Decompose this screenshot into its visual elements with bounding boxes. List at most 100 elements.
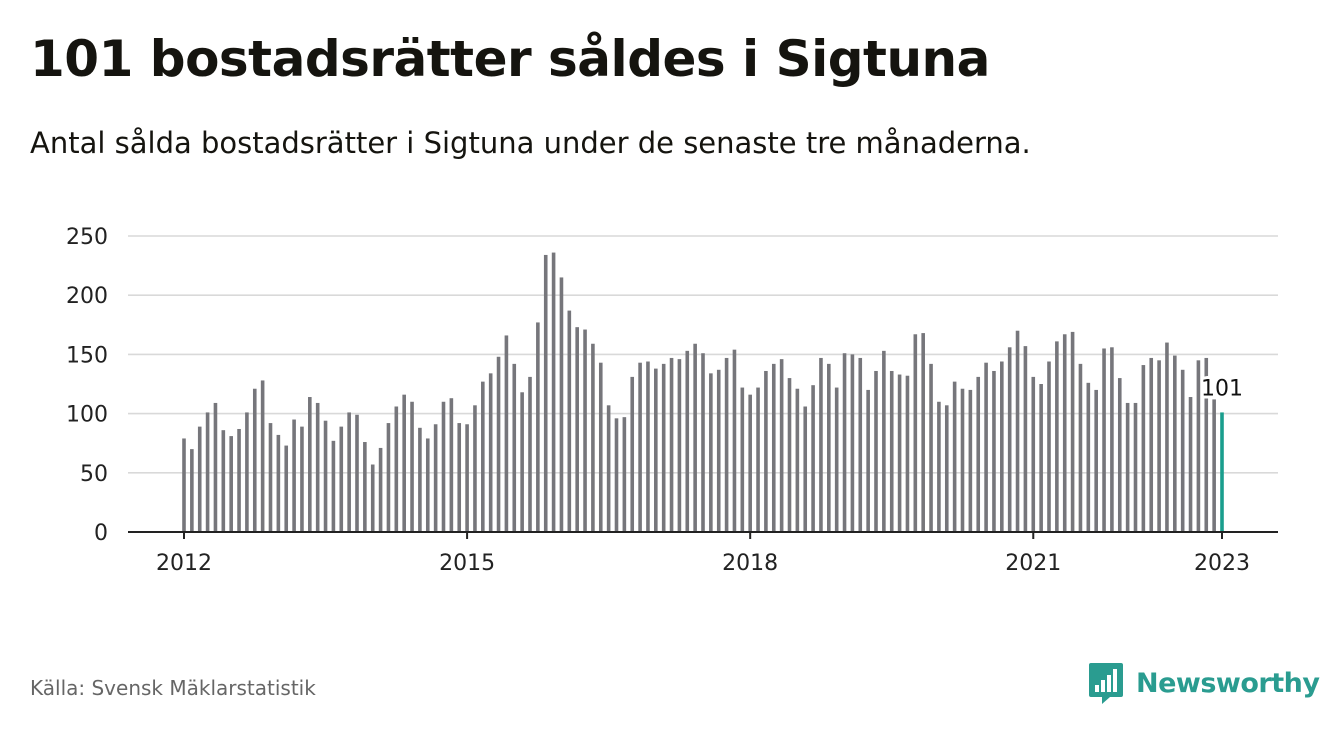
bars (182, 252, 1224, 533)
bar (347, 412, 351, 532)
bar (638, 362, 642, 532)
bar (339, 426, 344, 532)
y-tick-label: 150 (66, 343, 108, 368)
bar (536, 322, 540, 532)
bar (882, 350, 886, 532)
source-note: Källa: Svensk Mäklarstatistik (30, 676, 316, 700)
bar (205, 412, 210, 532)
bar (355, 414, 359, 532)
bar (394, 406, 399, 532)
bar-latest (1220, 412, 1224, 532)
bar (292, 419, 296, 532)
bar (1196, 360, 1201, 532)
x-tick-label: 2023 (1194, 551, 1250, 576)
bar (614, 418, 619, 532)
bar (1165, 342, 1169, 532)
y-tick-label: 100 (66, 403, 108, 428)
bar (512, 363, 517, 532)
bar (449, 398, 454, 532)
bar (197, 426, 202, 532)
bar (685, 350, 690, 532)
bar (724, 357, 729, 532)
bar-chart: 0 50 100 150 200 250 2012 2015 2018 2021 2023 101 (66, 225, 1278, 576)
bar (323, 420, 328, 532)
bar (528, 376, 532, 532)
x-tick-label: 2018 (722, 551, 778, 576)
bar (245, 412, 249, 532)
bar (591, 343, 595, 532)
bar (866, 389, 870, 532)
bar (669, 357, 674, 532)
bar (1117, 378, 1122, 532)
bar (1110, 347, 1114, 532)
bar (1157, 360, 1161, 532)
bar (488, 373, 493, 532)
chart-subtitle: Antal sålda bostadsrätter i Sigtuna unde… (30, 126, 1031, 160)
last-bar-data-label: 101 (1201, 376, 1243, 401)
bar (520, 392, 524, 532)
bar (944, 405, 949, 532)
bar (1078, 363, 1083, 532)
bar (1149, 357, 1154, 532)
bar (787, 378, 792, 532)
bar (213, 402, 218, 532)
bar (984, 362, 988, 532)
bar (182, 438, 186, 532)
bar (764, 370, 768, 532)
bar (992, 370, 996, 532)
bar (276, 434, 281, 532)
bar (237, 428, 241, 532)
bar (1039, 384, 1043, 532)
bar (331, 440, 336, 532)
bar (701, 353, 705, 532)
bar (1094, 389, 1098, 532)
bar (771, 363, 776, 532)
bar (433, 424, 438, 532)
bar (1086, 382, 1091, 532)
y-tick-label: 0 (94, 521, 108, 546)
bar (496, 356, 501, 532)
bar (960, 388, 965, 532)
x-tick-label: 2021 (1005, 551, 1061, 576)
bar (465, 424, 469, 532)
bar (1204, 357, 1209, 532)
bar (850, 354, 855, 532)
bar (606, 405, 611, 532)
bar (921, 333, 925, 532)
bar (858, 357, 863, 532)
brand-logo[interactable]: Newsworthy (1088, 660, 1320, 706)
bar (1023, 346, 1028, 532)
bar (543, 254, 548, 532)
bar (559, 277, 564, 532)
chart-title: 101 bostadsrätter såldes i Sigtuna (30, 30, 990, 88)
x-axis-ticks: 2012 2015 2018 2021 2023 (156, 532, 1250, 576)
bar (622, 417, 627, 532)
bar (473, 405, 477, 532)
bar (929, 363, 933, 532)
bar (968, 389, 973, 532)
x-tick-label: 2012 (156, 551, 212, 576)
bar (1047, 361, 1051, 532)
bar (732, 349, 737, 532)
bar (1173, 355, 1177, 532)
bar (677, 359, 682, 532)
bar (1031, 376, 1036, 532)
bar (268, 423, 273, 532)
bar (1055, 341, 1059, 532)
bar (1133, 402, 1138, 532)
bar (1007, 347, 1012, 532)
y-tick-label: 250 (66, 225, 108, 250)
bar (221, 430, 226, 532)
bar (1125, 402, 1130, 532)
bar (378, 447, 383, 532)
bar (363, 442, 367, 532)
bar (693, 343, 697, 532)
bar (889, 370, 894, 532)
y-axis-tick-labels: 0 50 100 150 200 250 (66, 225, 108, 546)
bar (827, 363, 831, 532)
bar (260, 380, 265, 532)
y-tick-label: 200 (66, 284, 108, 309)
bar (709, 373, 713, 532)
bar (583, 329, 587, 532)
bar (402, 394, 406, 532)
